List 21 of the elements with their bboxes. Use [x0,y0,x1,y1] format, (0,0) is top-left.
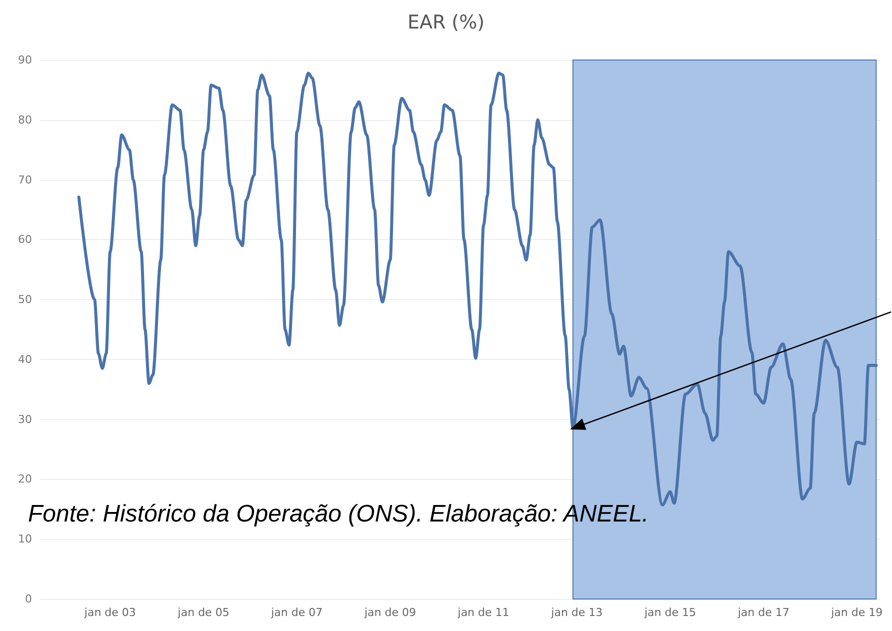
y-tick-label: 60 [18,233,32,246]
y-tick-label: 90 [18,54,32,66]
annotation: Fonte: Histórico da Operação (ONS). Elaboração: ANEEL. [28,500,649,528]
y-tick-label: 50 [18,293,32,306]
x-tick-label: jan de 15 [643,606,696,619]
x-tick-label: jan de 19 [830,606,883,619]
x-tick-label: jan de 11 [456,606,510,619]
y-tick-label: 10 [18,532,32,546]
x-tick-label: jan de 07 [270,606,323,619]
y-tick-label: 40 [18,352,32,366]
chart-title: EAR (%) [407,12,485,34]
y-tick-label: 70 [18,173,32,186]
x-tick-label: jan de 17 [736,606,790,619]
y-tick-label: 30 [18,412,32,426]
x-tick-label: jan de 03 [83,606,136,619]
x-tick-label: jan de 13 [550,606,603,619]
y-tick-label: 80 [18,113,32,126]
y-tick-label: 0 [25,592,32,606]
x-tick-label: jan de 05 [176,606,230,619]
x-tick-label: jan de 09 [363,606,416,619]
y-tick-label: 20 [18,472,32,486]
